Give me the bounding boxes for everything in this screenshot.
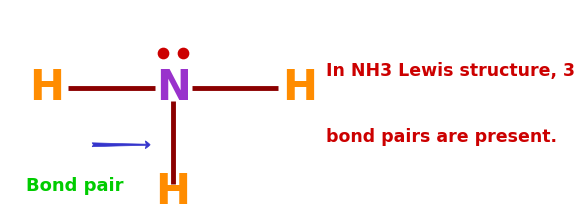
Text: Bond pair: Bond pair xyxy=(26,177,123,195)
Text: H: H xyxy=(283,67,317,109)
Point xyxy=(158,51,167,55)
Text: bond pairs are present.: bond pairs are present. xyxy=(326,128,557,146)
Text: H: H xyxy=(29,67,63,109)
Text: H: H xyxy=(156,171,190,213)
Text: N: N xyxy=(156,67,190,109)
Point xyxy=(179,51,188,55)
Text: In NH3 Lewis structure, 3: In NH3 Lewis structure, 3 xyxy=(326,62,575,80)
